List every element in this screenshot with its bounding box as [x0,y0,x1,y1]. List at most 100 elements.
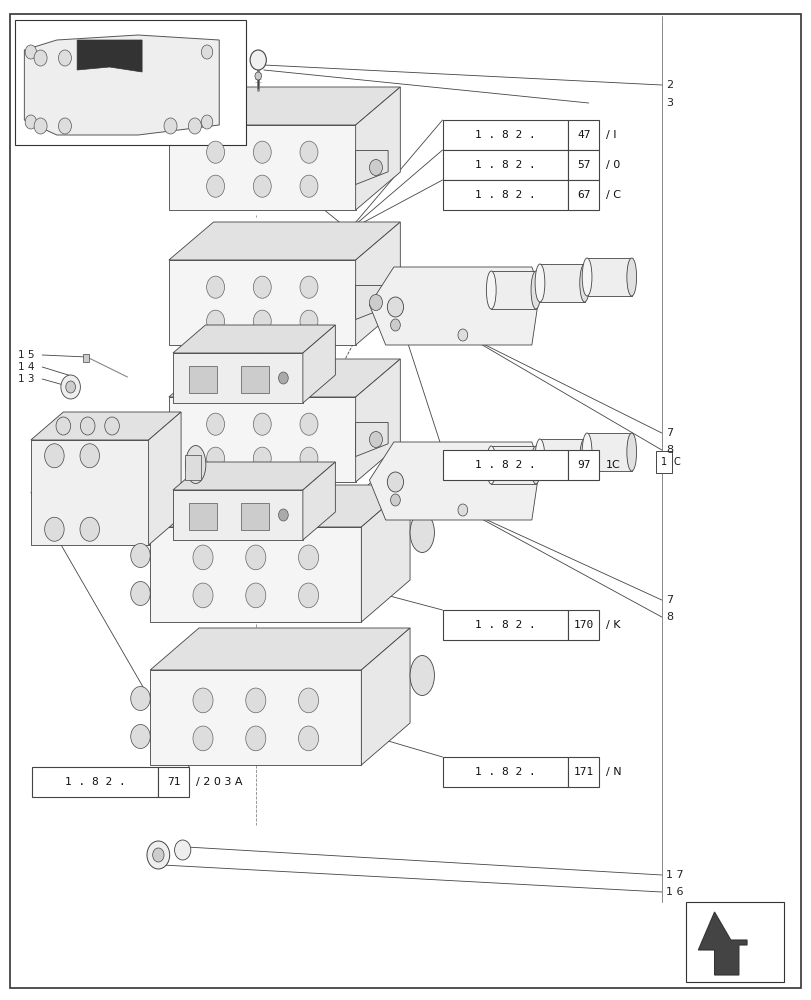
Circle shape [131,686,150,710]
Text: 57: 57 [577,160,590,170]
Circle shape [299,447,318,469]
Ellipse shape [534,264,544,302]
Circle shape [246,688,265,713]
Circle shape [79,517,99,541]
Circle shape [25,45,36,59]
Ellipse shape [581,258,591,296]
Circle shape [298,688,318,713]
Circle shape [131,582,150,605]
Bar [442,150,568,180]
Polygon shape [169,222,400,260]
Circle shape [253,175,271,197]
Bar [685,902,783,982]
Text: / I: / I [605,130,616,140]
Circle shape [56,417,71,435]
Ellipse shape [410,512,434,552]
Circle shape [188,118,201,134]
Circle shape [206,413,225,435]
Ellipse shape [530,271,540,309]
Polygon shape [150,628,410,670]
Bar [83,354,89,362]
Polygon shape [169,87,400,125]
Text: 8: 8 [665,612,672,622]
Circle shape [201,45,212,59]
Bar [568,610,599,640]
Polygon shape [148,412,181,545]
Bar [15,20,246,145]
Text: 1 . 8 2 .: 1 . 8 2 . [474,160,535,170]
Text: 1 . 8 2 .: 1 . 8 2 . [474,767,535,777]
Circle shape [79,444,99,468]
Polygon shape [24,35,219,135]
Text: 71: 71 [167,777,180,787]
Bar [655,451,672,473]
Ellipse shape [579,439,589,477]
Bar [185,455,201,480]
Text: 3: 3 [665,98,672,108]
Polygon shape [173,462,335,490]
Polygon shape [361,628,410,765]
Circle shape [250,50,266,70]
Circle shape [299,413,318,435]
Ellipse shape [579,264,589,302]
Circle shape [25,115,36,129]
Circle shape [246,583,265,608]
Text: 1 5: 1 5 [18,350,34,360]
Text: 1 . 8 2 .: 1 . 8 2 . [474,620,535,630]
Bar [240,502,268,530]
Polygon shape [169,359,400,397]
Circle shape [61,375,80,399]
Circle shape [147,841,169,869]
Circle shape [206,310,225,332]
Text: 1: 1 [660,457,667,467]
Polygon shape [173,353,303,403]
Circle shape [58,118,71,134]
Bar [442,757,568,787]
Bar [442,120,568,150]
Circle shape [253,413,271,435]
Circle shape [34,50,47,66]
Ellipse shape [410,656,434,696]
Circle shape [298,545,318,570]
Polygon shape [697,912,746,975]
Polygon shape [539,439,584,477]
Polygon shape [31,412,181,440]
Polygon shape [150,670,361,765]
Polygon shape [355,150,388,184]
Circle shape [193,688,212,713]
Polygon shape [303,462,335,540]
Circle shape [66,381,75,393]
Ellipse shape [626,258,636,296]
Circle shape [369,159,382,176]
Polygon shape [303,325,335,403]
Bar [158,767,189,797]
Circle shape [206,175,225,197]
Polygon shape [369,442,539,520]
Polygon shape [169,125,355,210]
Text: 1 . 8 2 .: 1 . 8 2 . [65,777,126,787]
Ellipse shape [486,271,496,309]
Circle shape [298,583,318,608]
Circle shape [193,726,212,751]
Circle shape [278,509,288,521]
Text: / K: / K [605,620,620,630]
Text: C: C [673,457,680,467]
Polygon shape [491,271,535,309]
Circle shape [193,545,212,570]
Text: 2: 2 [665,80,672,90]
Circle shape [206,276,225,298]
Bar [568,180,599,210]
Circle shape [298,726,318,751]
Text: 67: 67 [577,190,590,200]
Text: 1 6: 1 6 [665,887,683,897]
Text: 171: 171 [573,767,593,777]
Circle shape [246,545,265,570]
Bar [442,180,568,210]
Text: / C: / C [605,190,620,200]
Polygon shape [355,87,400,210]
Circle shape [45,444,64,468]
Circle shape [253,141,271,163]
Circle shape [58,50,71,66]
Text: 7: 7 [665,595,672,605]
Bar [442,450,568,480]
